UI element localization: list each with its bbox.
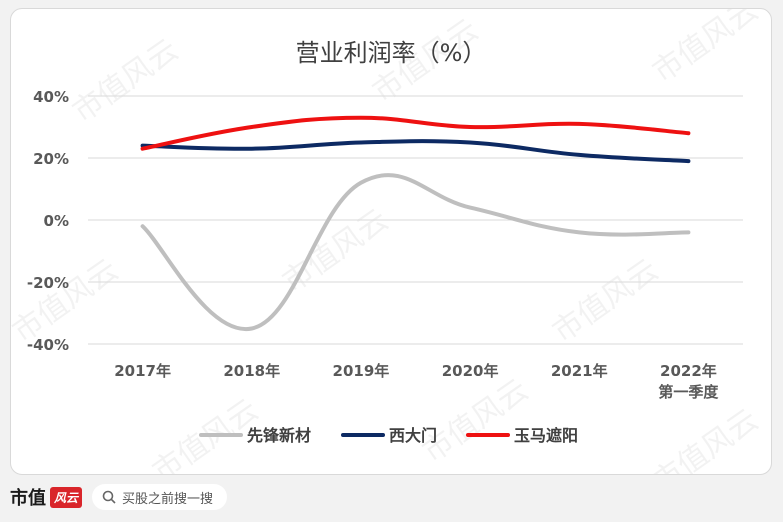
y-tick-label: 20% xyxy=(33,150,69,168)
footer-bar: 市值 风云 买股之前搜一搜 xyxy=(10,480,228,514)
legend-label: 先锋新材 xyxy=(247,426,311,445)
y-tick-label: -40% xyxy=(27,336,69,354)
brand-text: 市值 xyxy=(10,488,46,509)
x-tick-label: 2021年 xyxy=(551,362,608,380)
search-icon xyxy=(102,490,116,504)
x-tick-label: 2017年 xyxy=(114,362,171,380)
search-box[interactable]: 买股之前搜一搜 xyxy=(92,484,228,510)
y-tick-label: 0% xyxy=(44,212,69,230)
watermark-text: 市值风云 xyxy=(646,9,764,90)
series-layer xyxy=(140,115,691,331)
x-axis-labels: 2017年 2018年 2019年 2020年 2021年 2022年第一季度 xyxy=(114,362,719,401)
watermark-text: 市值风云 xyxy=(546,252,664,349)
watermark-text: 市值风云 xyxy=(416,372,534,469)
brand-logo: 市值 风云 xyxy=(10,484,83,510)
legend-label: 西大门 xyxy=(389,426,437,445)
y-tick-label: -20% xyxy=(27,274,69,292)
watermark-text: 市值风云 xyxy=(646,402,764,474)
x-tick-label: 2022年第一季度 xyxy=(658,362,719,401)
legend: 先锋新材 西大门 玉马遮阳 xyxy=(199,426,578,445)
watermark-text: 市值风云 xyxy=(66,32,184,129)
series-line-西大门 xyxy=(140,139,691,164)
chart-title: 营业利润率（%） xyxy=(296,39,487,67)
x-tick-label: 2018年 xyxy=(223,362,280,380)
chart-card: 市值风云 市值风云 市值风云 市值风云 市值风云 市值风云 市值风云 市值风云 市值风云 营业利… xyxy=(10,8,772,475)
series-line-玉马遮阳 xyxy=(140,115,691,151)
grid-layer xyxy=(88,95,743,345)
legend-label: 玉马遮阳 xyxy=(514,426,578,445)
y-axis-labels: -40% -20% 0% 20% 40% xyxy=(27,88,69,354)
brand-mark: 风云 xyxy=(50,486,83,508)
x-tick-label: 2020年 xyxy=(442,362,499,380)
y-tick-label: 40% xyxy=(33,88,69,106)
series-line-先锋新材 xyxy=(140,173,691,331)
x-tick-label: 2019年 xyxy=(333,362,390,380)
search-placeholder: 买股之前搜一搜 xyxy=(122,491,214,507)
